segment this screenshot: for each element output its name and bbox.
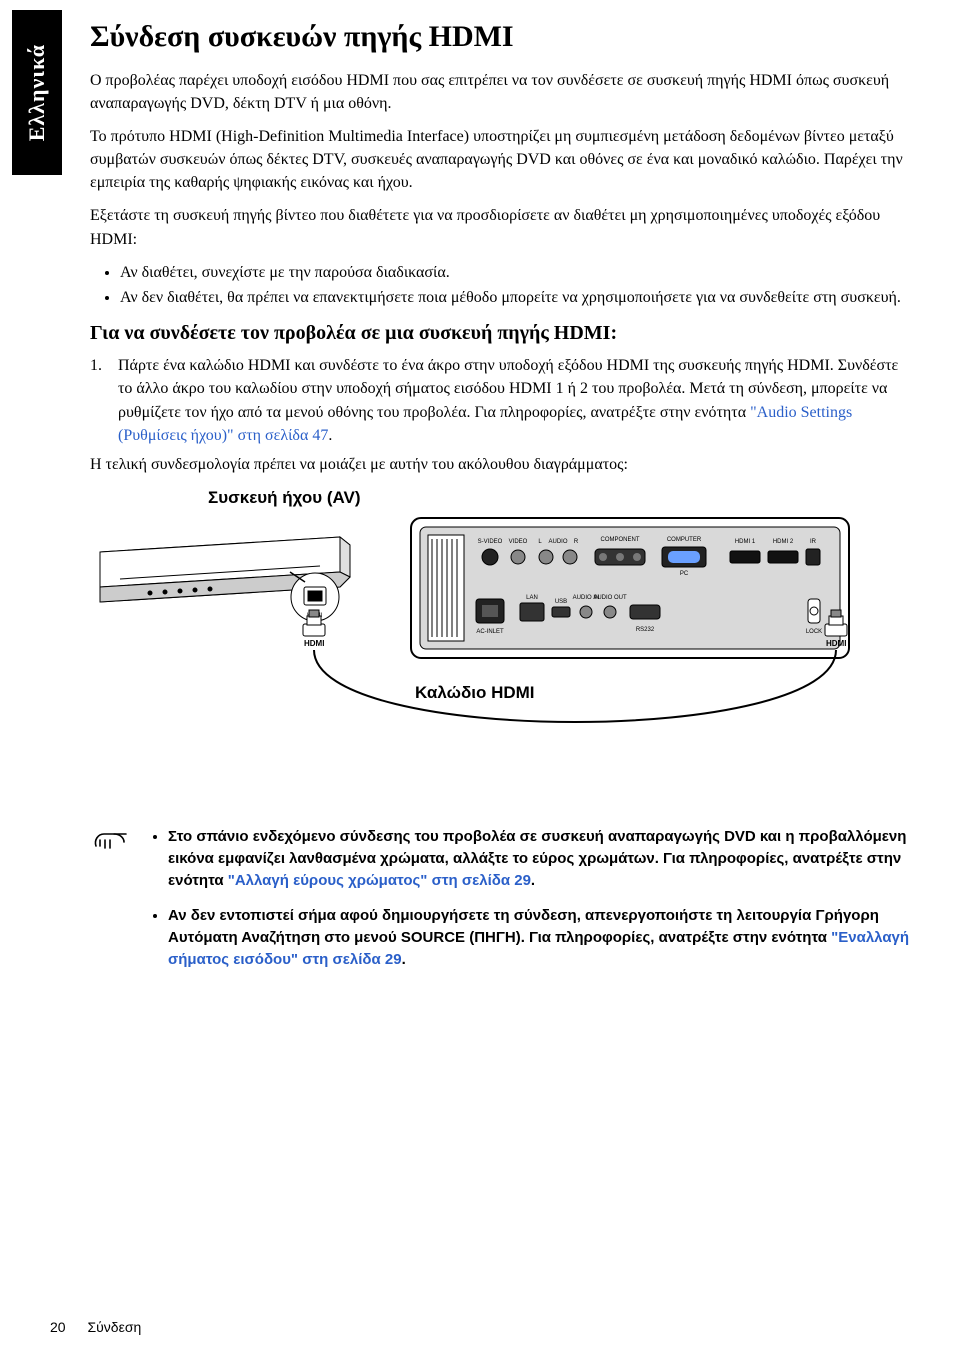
list-item: Αν δεν διαθέτει, θα πρέπει να επανεκτιμή…: [120, 286, 910, 309]
svg-text:AUDIO: AUDIO: [548, 539, 567, 545]
svg-text:COMPUTER: COMPUTER: [667, 537, 702, 543]
svg-text:S-VIDEO: S-VIDEO: [478, 539, 503, 545]
note-hand-icon: [90, 826, 130, 985]
step-number: 1.: [90, 354, 118, 447]
link-color-range[interactable]: "Αλλαγή εύρους χρώματος" στη σελίδα 29: [228, 872, 531, 889]
note-item: Αν δεν εντοπιστεί σήμα αφού δημιουργήσετ…: [168, 905, 910, 970]
svg-text:HDMI: HDMI: [826, 639, 846, 648]
svg-text:HDMI: HDMI: [304, 639, 324, 648]
diagram-intro-line: Η τελική συνδεσμολογία πρέπει να μοιάζει…: [90, 453, 910, 476]
connection-diagram: Συσκευή ήχου (AV) HD: [90, 486, 910, 786]
page-footer: 20 Σύνδεση: [50, 1317, 141, 1337]
hdmi-cable-illustration: HDMI HDMI: [265, 606, 885, 766]
procedure-list: 1. Πάρτε ένα καλώδιο HDMI και συνδέστε τ…: [90, 354, 910, 447]
svg-text:PC: PC: [680, 571, 689, 577]
page-number: 20: [50, 1319, 66, 1335]
note-item: Στο σπάνιο ενδεχόμενο σύνδεσης του προβο…: [168, 826, 910, 891]
step-text: Πάρτε ένα καλώδιο HDMI και συνδέστε το έ…: [118, 354, 910, 447]
section-name: Σύνδεση: [87, 1319, 141, 1335]
svg-text:HDMI 1: HDMI 1: [735, 539, 756, 545]
svg-text:USB: USB: [555, 599, 567, 605]
svg-text:VIDEO: VIDEO: [509, 539, 528, 545]
svg-text:COMPONENT: COMPONENT: [601, 537, 640, 543]
svg-text:HDMI 2: HDMI 2: [773, 539, 794, 545]
page-title: Σύνδεση συσκευών πηγής HDMI: [90, 15, 910, 59]
bullet-list: Αν διαθέτει, συνεχίστε με την παρούσα δι…: [120, 261, 910, 309]
language-tab: Ελληνικά: [12, 10, 62, 175]
intro-paragraph-3: Εξετάστε τη συσκευή πηγής βίντεο που δια…: [90, 204, 910, 250]
note-block: Στο σπάνιο ενδεχόμενο σύνδεσης του προβο…: [90, 826, 910, 985]
av-device-label: Συσκευή ήχου (AV): [208, 486, 910, 511]
svg-text:IR: IR: [810, 539, 817, 545]
intro-paragraph-2: Το πρότυπο HDMI (High-Definition Multime…: [90, 125, 910, 195]
procedure-step: 1. Πάρτε ένα καλώδιο HDMI και συνδέστε τ…: [90, 354, 910, 447]
note-text: Στο σπάνιο ενδεχόμενο σύνδεσης του προβο…: [150, 826, 910, 985]
language-label: Ελληνικά: [21, 44, 53, 141]
list-item: Αν διαθέτει, συνεχίστε με την παρούσα δι…: [120, 261, 910, 284]
svg-text:R: R: [574, 539, 579, 545]
svg-text:LAN: LAN: [526, 595, 538, 601]
svg-text:AUDIO OUT: AUDIO OUT: [593, 595, 627, 601]
hdmi-cable-label: Καλώδιο HDMI: [415, 681, 535, 706]
intro-paragraph-1: Ο προβολέας παρέχει υποδοχή εισόδου HDMI…: [90, 69, 910, 115]
procedure-heading: Για να συνδέσετε τον προβολέα σε μια συσ…: [90, 319, 910, 348]
